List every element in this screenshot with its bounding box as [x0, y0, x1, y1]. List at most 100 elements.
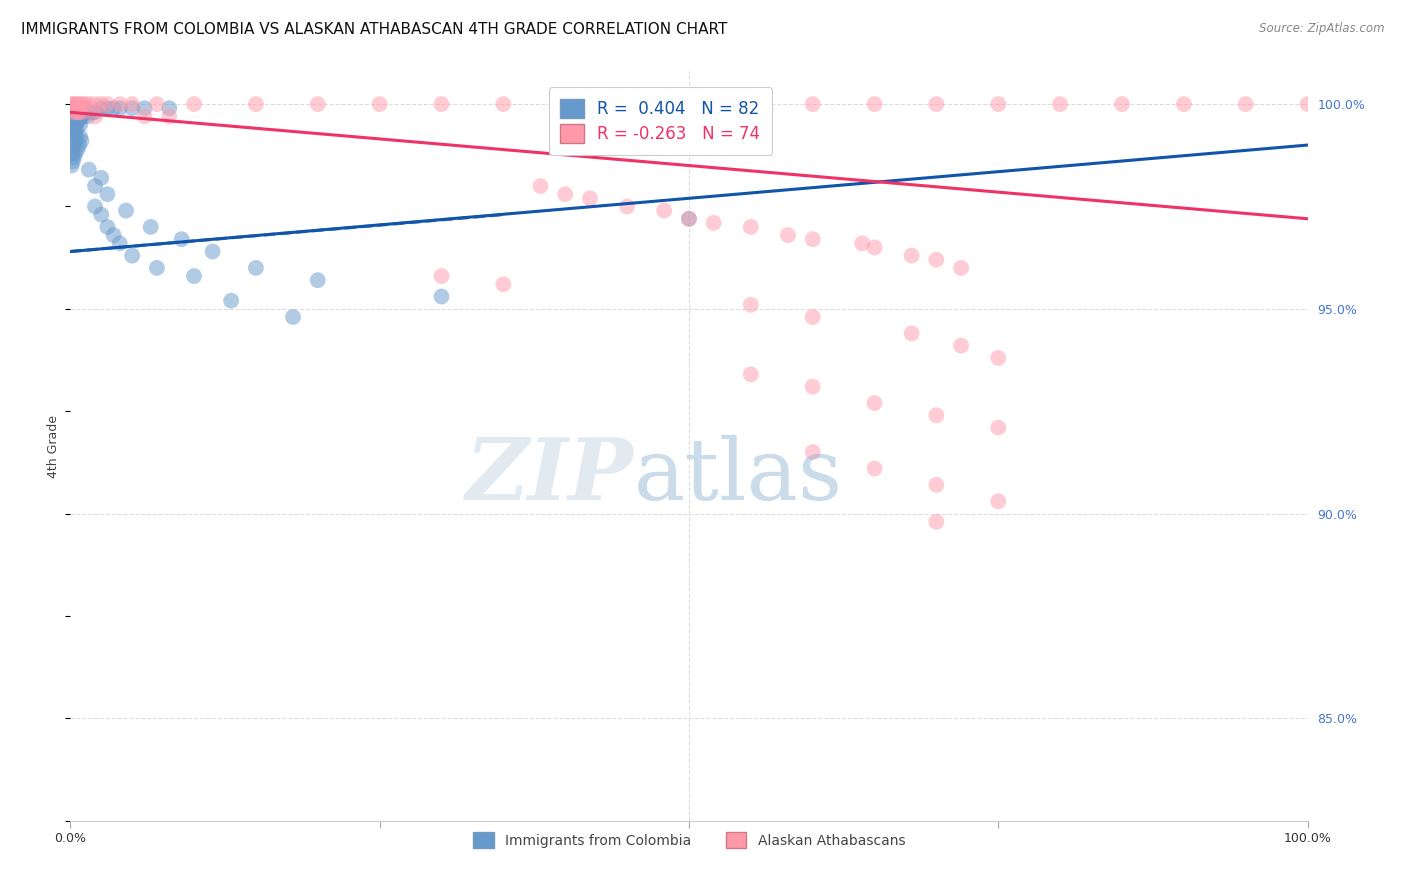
Point — [281, 310, 304, 324]
Point — [925, 252, 948, 267]
Point — [492, 277, 515, 292]
Point — [103, 101, 125, 115]
Point — [616, 97, 638, 112]
Point — [307, 273, 329, 287]
Point — [75, 105, 97, 120]
Point — [108, 101, 131, 115]
Point — [307, 97, 329, 112]
Point — [157, 101, 180, 115]
Legend: Immigrants from Colombia, Alaskan Athabascans: Immigrants from Colombia, Alaskan Athaba… — [465, 825, 912, 855]
Point — [65, 113, 87, 128]
Point — [157, 109, 180, 123]
Point — [183, 269, 205, 284]
Point — [62, 146, 84, 161]
Point — [1234, 97, 1257, 112]
Point — [146, 97, 169, 112]
Point — [925, 97, 948, 112]
Point — [863, 240, 886, 254]
Point — [75, 101, 97, 115]
Point — [69, 118, 91, 132]
Point — [1173, 97, 1195, 112]
Point — [776, 228, 799, 243]
Point — [60, 113, 83, 128]
Point — [84, 179, 107, 194]
Point — [801, 232, 824, 246]
Point — [60, 121, 83, 136]
Point — [430, 97, 453, 112]
Point — [678, 211, 700, 226]
Point — [65, 105, 87, 120]
Point — [925, 409, 948, 423]
Point — [65, 105, 87, 120]
Point — [740, 97, 762, 112]
Point — [703, 216, 725, 230]
Point — [84, 105, 107, 120]
Point — [65, 101, 87, 115]
Point — [900, 249, 922, 263]
Point — [740, 298, 762, 312]
Point — [70, 101, 93, 115]
Point — [65, 129, 87, 144]
Point — [62, 118, 84, 132]
Point — [69, 129, 91, 144]
Point — [62, 101, 84, 115]
Point — [740, 219, 762, 234]
Point — [84, 199, 107, 213]
Point — [77, 105, 100, 120]
Point — [90, 170, 112, 185]
Point — [66, 97, 89, 112]
Point — [65, 101, 87, 115]
Point — [66, 142, 89, 156]
Point — [60, 159, 83, 173]
Point — [62, 154, 84, 169]
Point — [146, 260, 169, 275]
Point — [90, 101, 112, 115]
Point — [950, 339, 973, 353]
Point — [96, 97, 118, 112]
Point — [103, 228, 125, 243]
Point — [60, 129, 83, 144]
Point — [66, 109, 89, 123]
Text: ZIP: ZIP — [465, 434, 633, 517]
Point — [1049, 97, 1071, 112]
Point — [65, 134, 87, 148]
Point — [65, 118, 87, 132]
Point — [63, 121, 86, 136]
Point — [801, 310, 824, 324]
Point — [740, 368, 762, 382]
Point — [987, 97, 1010, 112]
Point — [987, 420, 1010, 434]
Point — [60, 97, 83, 112]
Point — [63, 105, 86, 120]
Point — [96, 101, 118, 115]
Point — [96, 219, 118, 234]
Point — [987, 494, 1010, 508]
Point — [70, 109, 93, 123]
Point — [77, 162, 100, 177]
Point — [139, 219, 162, 234]
Point — [529, 179, 551, 194]
Point — [76, 109, 98, 123]
Point — [67, 105, 90, 120]
Point — [73, 105, 96, 120]
Point — [90, 208, 112, 222]
Point — [96, 187, 118, 202]
Point — [67, 109, 90, 123]
Point — [69, 101, 91, 115]
Point — [554, 97, 576, 112]
Point — [65, 97, 87, 112]
Point — [67, 101, 90, 115]
Point — [69, 97, 91, 112]
Point — [492, 97, 515, 112]
Text: IMMIGRANTS FROM COLOMBIA VS ALASKAN ATHABASCAN 4TH GRADE CORRELATION CHART: IMMIGRANTS FROM COLOMBIA VS ALASKAN ATHA… — [21, 22, 727, 37]
Point — [900, 326, 922, 341]
Point — [134, 109, 156, 123]
Point — [63, 101, 86, 115]
Point — [368, 97, 391, 112]
Point — [65, 109, 87, 123]
Point — [678, 211, 700, 226]
Point — [66, 113, 89, 128]
Point — [75, 97, 97, 112]
Point — [801, 379, 824, 393]
Point — [652, 203, 675, 218]
